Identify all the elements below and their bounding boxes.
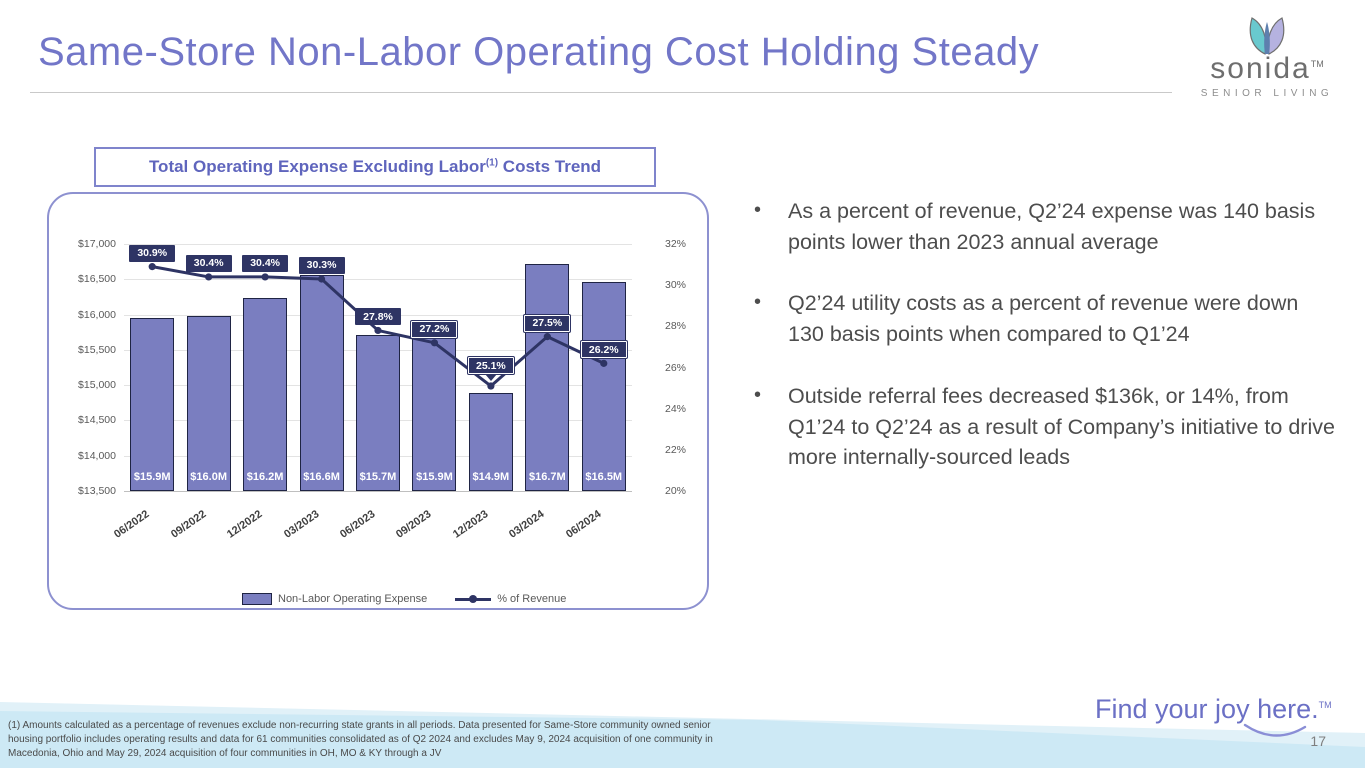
chart-panel: $17,000 $16,500 $16,000 $15,500 $15,000 $14,5… <box>47 192 709 610</box>
leaves-icon <box>1192 12 1342 56</box>
line-value-label: 30.4% <box>242 254 289 272</box>
line-value-label: 25.1% <box>467 357 514 375</box>
bar: $15.9M <box>412 319 457 491</box>
logo-subtitle: SENIOR LIVING <box>1200 88 1334 99</box>
bar-value-label: $16.0M <box>190 470 227 483</box>
bar-legend-swatch-icon <box>242 593 272 605</box>
line-value-label: 26.2% <box>580 341 627 359</box>
title-divider <box>30 92 1172 93</box>
chart-legend: Non-Labor Operating Expense % of Revenue <box>242 593 566 605</box>
gridline <box>124 491 632 492</box>
logo-wordmark: sonidaTM <box>1210 52 1324 85</box>
company-logo: sonidaTM SENIOR LIVING <box>1192 12 1342 99</box>
bar-value-label: $15.9M <box>133 470 171 483</box>
left-axis-tick: $17,000 <box>78 238 116 250</box>
chart-title-box: Total Operating Expense Excluding Labor(… <box>94 147 656 187</box>
left-axis-tick: $15,000 <box>78 379 116 392</box>
bar: $16.0M <box>186 316 231 491</box>
line-value-label: 30.4% <box>185 254 232 272</box>
bullet-item: • Outside referral fees decreased $136k, … <box>748 381 1338 473</box>
line-value-label: 27.5% <box>524 314 571 332</box>
right-axis-tick: 20% <box>665 485 687 497</box>
page-title: Same-Store Non-Labor Operating Cost Hold… <box>38 30 1040 74</box>
tagline-tm: TM <box>1318 700 1332 710</box>
page-number: 17 <box>1310 733 1326 749</box>
bullet-dot: • <box>754 383 762 406</box>
brand-tagline: Find your joy here.TM <box>1095 694 1332 724</box>
line-value-label: 27.2% <box>411 320 458 338</box>
line-value-label: 30.3% <box>298 256 345 274</box>
left-axis-tick: $13,500 <box>78 485 116 497</box>
line-value-label: 27.8% <box>355 308 401 326</box>
bar-value-label: $16.2M <box>246 470 284 483</box>
right-axis-tick: 28% <box>665 320 687 333</box>
bullet-dot: • <box>754 199 762 221</box>
footnote: (1) Amounts calculated as a percentage o… <box>8 720 713 759</box>
bar: $16.2M <box>243 298 288 491</box>
bar-value-label: $16.5M <box>585 470 623 483</box>
legend-label: Non-Labor Operating Expense <box>278 593 428 605</box>
line-legend-marker-icon <box>455 594 492 604</box>
right-axis-tick: 32% <box>665 238 687 250</box>
left-axis-tick: $16,500 <box>78 273 116 286</box>
legend-label: % of Revenue <box>497 593 567 605</box>
label-callout-arrow <box>484 374 497 382</box>
legend-item: % of Revenue <box>455 593 566 605</box>
bar: $14.9M <box>468 392 513 491</box>
bar: $16.5M <box>581 282 626 491</box>
bullet-dot: • <box>754 291 762 314</box>
bar-value-label: $16.6M <box>303 470 340 483</box>
bullet-item: • Q2’24 utility costs as a percent of rev… <box>748 288 1338 349</box>
bar: $16.6M <box>299 275 344 491</box>
logo-tm: TM <box>1310 59 1324 69</box>
left-axis-tick: $15,500 <box>78 343 116 356</box>
left-axis-tick: $16,000 <box>78 308 116 321</box>
bar-value-label: $15.7M <box>359 470 397 483</box>
right-axis-tick: 22% <box>665 443 687 456</box>
bar-value-label: $16.7M <box>528 470 566 483</box>
bar: $15.7M <box>356 335 400 491</box>
bar: $16.7M <box>525 264 570 491</box>
right-axis-tick: 26% <box>665 361 687 374</box>
left-axis-tick: $14,500 <box>78 414 116 427</box>
bar: $15.9M <box>130 318 175 491</box>
right-axis-tick: 30% <box>665 279 687 292</box>
line-value-label: 30.9% <box>129 244 176 262</box>
bullet-item: • As a percent of revenue, Q2’24 expense … <box>748 196 1338 257</box>
bullet-list: • As a percent of revenue, Q2’24 expense … <box>748 196 1338 504</box>
legend-item: Non-Labor Operating Expense <box>242 593 427 605</box>
smile-curve-icon <box>1243 723 1307 737</box>
right-axis-tick: 24% <box>665 402 687 415</box>
bar-value-label: $15.9M <box>416 470 453 483</box>
bar-value-label: $14.9M <box>472 470 510 483</box>
gridline <box>124 244 632 245</box>
left-axis-tick: $14,000 <box>78 449 116 462</box>
